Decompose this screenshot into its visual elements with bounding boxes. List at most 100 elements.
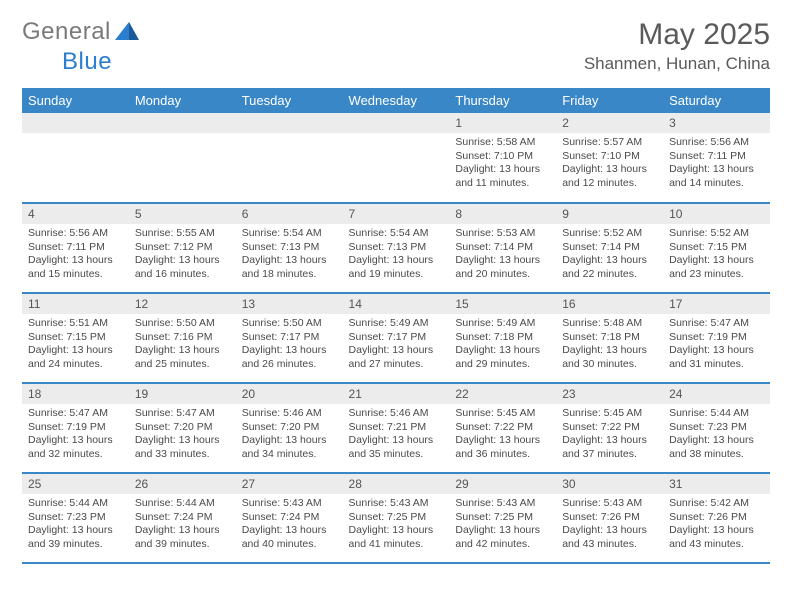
sunset-text: Sunset: 7:19 PM <box>669 331 764 345</box>
calendar-day-cell: 8Sunrise: 5:53 AMSunset: 7:14 PMDaylight… <box>449 203 556 293</box>
header: General May 2025 Shanmen, Hunan, China <box>22 18 770 74</box>
day-content: Sunrise: 5:42 AMSunset: 7:26 PMDaylight:… <box>663 494 770 558</box>
sunset-text: Sunset: 7:25 PM <box>455 511 550 525</box>
day-content: Sunrise: 5:52 AMSunset: 7:14 PMDaylight:… <box>556 224 663 288</box>
day-number: 17 <box>663 294 770 314</box>
sunset-text: Sunset: 7:11 PM <box>669 150 764 164</box>
daylight-text: Daylight: 13 hours and 43 minutes. <box>562 524 657 551</box>
day-content: Sunrise: 5:50 AMSunset: 7:17 PMDaylight:… <box>236 314 343 378</box>
calendar-day-cell: 9Sunrise: 5:52 AMSunset: 7:14 PMDaylight… <box>556 203 663 293</box>
day-number: 25 <box>22 474 129 494</box>
daylight-text: Daylight: 13 hours and 32 minutes. <box>28 434 123 461</box>
day-header: Tuesday <box>236 88 343 113</box>
day-number: 24 <box>663 384 770 404</box>
day-header-row: Sunday Monday Tuesday Wednesday Thursday… <box>22 88 770 113</box>
sunrise-text: Sunrise: 5:55 AM <box>135 227 230 241</box>
calendar-day-cell: 23Sunrise: 5:45 AMSunset: 7:22 PMDayligh… <box>556 383 663 473</box>
day-number: 10 <box>663 204 770 224</box>
day-number <box>236 113 343 133</box>
sunset-text: Sunset: 7:18 PM <box>562 331 657 345</box>
sunset-text: Sunset: 7:22 PM <box>562 421 657 435</box>
day-content: Sunrise: 5:43 AMSunset: 7:25 PMDaylight:… <box>343 494 450 558</box>
daylight-text: Daylight: 13 hours and 38 minutes. <box>669 434 764 461</box>
sunrise-text: Sunrise: 5:44 AM <box>135 497 230 511</box>
sunrise-text: Sunrise: 5:47 AM <box>28 407 123 421</box>
daylight-text: Daylight: 13 hours and 39 minutes. <box>28 524 123 551</box>
sunrise-text: Sunrise: 5:46 AM <box>349 407 444 421</box>
brand-text-1: General <box>22 18 111 46</box>
day-number: 6 <box>236 204 343 224</box>
day-header: Sunday <box>22 88 129 113</box>
sunset-text: Sunset: 7:14 PM <box>455 241 550 255</box>
daylight-text: Daylight: 13 hours and 43 minutes. <box>669 524 764 551</box>
day-number: 27 <box>236 474 343 494</box>
sunset-text: Sunset: 7:23 PM <box>669 421 764 435</box>
day-content: Sunrise: 5:50 AMSunset: 7:16 PMDaylight:… <box>129 314 236 378</box>
sunrise-text: Sunrise: 5:52 AM <box>562 227 657 241</box>
day-content: Sunrise: 5:43 AMSunset: 7:26 PMDaylight:… <box>556 494 663 558</box>
sunset-text: Sunset: 7:26 PM <box>562 511 657 525</box>
calendar-week-row: 4Sunrise: 5:56 AMSunset: 7:11 PMDaylight… <box>22 203 770 293</box>
daylight-text: Daylight: 13 hours and 24 minutes. <box>28 344 123 371</box>
day-content: Sunrise: 5:47 AMSunset: 7:19 PMDaylight:… <box>663 314 770 378</box>
sunrise-text: Sunrise: 5:43 AM <box>455 497 550 511</box>
month-title: May 2025 <box>584 18 770 52</box>
sunrise-text: Sunrise: 5:49 AM <box>349 317 444 331</box>
sunrise-text: Sunrise: 5:44 AM <box>28 497 123 511</box>
daylight-text: Daylight: 13 hours and 20 minutes. <box>455 254 550 281</box>
day-number: 19 <box>129 384 236 404</box>
calendar-day-cell: 19Sunrise: 5:47 AMSunset: 7:20 PMDayligh… <box>129 383 236 473</box>
sunset-text: Sunset: 7:17 PM <box>349 331 444 345</box>
day-number <box>22 113 129 133</box>
day-content: Sunrise: 5:44 AMSunset: 7:24 PMDaylight:… <box>129 494 236 558</box>
sunrise-text: Sunrise: 5:52 AM <box>669 227 764 241</box>
daylight-text: Daylight: 13 hours and 41 minutes. <box>349 524 444 551</box>
sunrise-text: Sunrise: 5:46 AM <box>242 407 337 421</box>
day-content: Sunrise: 5:57 AMSunset: 7:10 PMDaylight:… <box>556 133 663 197</box>
calendar-day-cell: 7Sunrise: 5:54 AMSunset: 7:13 PMDaylight… <box>343 203 450 293</box>
day-number: 21 <box>343 384 450 404</box>
day-content: Sunrise: 5:49 AMSunset: 7:17 PMDaylight:… <box>343 314 450 378</box>
calendar-day-cell: 6Sunrise: 5:54 AMSunset: 7:13 PMDaylight… <box>236 203 343 293</box>
day-number: 7 <box>343 204 450 224</box>
day-number: 22 <box>449 384 556 404</box>
day-content: Sunrise: 5:55 AMSunset: 7:12 PMDaylight:… <box>129 224 236 288</box>
calendar-day-cell: 2Sunrise: 5:57 AMSunset: 7:10 PMDaylight… <box>556 113 663 203</box>
sunset-text: Sunset: 7:15 PM <box>28 331 123 345</box>
sunset-text: Sunset: 7:20 PM <box>242 421 337 435</box>
day-number: 15 <box>449 294 556 314</box>
sunrise-text: Sunrise: 5:50 AM <box>242 317 337 331</box>
sunrise-text: Sunrise: 5:51 AM <box>28 317 123 331</box>
calendar-day-cell: 26Sunrise: 5:44 AMSunset: 7:24 PMDayligh… <box>129 473 236 563</box>
sunrise-text: Sunrise: 5:47 AM <box>669 317 764 331</box>
calendar-day-cell: 13Sunrise: 5:50 AMSunset: 7:17 PMDayligh… <box>236 293 343 383</box>
daylight-text: Daylight: 13 hours and 25 minutes. <box>135 344 230 371</box>
sunset-text: Sunset: 7:25 PM <box>349 511 444 525</box>
calendar-day-cell: 14Sunrise: 5:49 AMSunset: 7:17 PMDayligh… <box>343 293 450 383</box>
sunrise-text: Sunrise: 5:56 AM <box>28 227 123 241</box>
day-number <box>343 113 450 133</box>
day-header: Friday <box>556 88 663 113</box>
sunset-text: Sunset: 7:10 PM <box>455 150 550 164</box>
day-content: Sunrise: 5:56 AMSunset: 7:11 PMDaylight:… <box>22 224 129 288</box>
day-content: Sunrise: 5:53 AMSunset: 7:14 PMDaylight:… <box>449 224 556 288</box>
daylight-text: Daylight: 13 hours and 34 minutes. <box>242 434 337 461</box>
sunrise-text: Sunrise: 5:57 AM <box>562 136 657 150</box>
sunset-text: Sunset: 7:13 PM <box>242 241 337 255</box>
day-number: 9 <box>556 204 663 224</box>
title-block: May 2025 Shanmen, Hunan, China <box>584 18 770 74</box>
calendar-day-cell: 20Sunrise: 5:46 AMSunset: 7:20 PMDayligh… <box>236 383 343 473</box>
day-content: Sunrise: 5:45 AMSunset: 7:22 PMDaylight:… <box>449 404 556 468</box>
calendar-day-cell <box>236 113 343 203</box>
day-number: 30 <box>556 474 663 494</box>
sunset-text: Sunset: 7:12 PM <box>135 241 230 255</box>
daylight-text: Daylight: 13 hours and 36 minutes. <box>455 434 550 461</box>
day-content: Sunrise: 5:58 AMSunset: 7:10 PMDaylight:… <box>449 133 556 197</box>
day-header: Monday <box>129 88 236 113</box>
daylight-text: Daylight: 13 hours and 26 minutes. <box>242 344 337 371</box>
sunrise-text: Sunrise: 5:45 AM <box>455 407 550 421</box>
sunrise-text: Sunrise: 5:54 AM <box>242 227 337 241</box>
day-content: Sunrise: 5:44 AMSunset: 7:23 PMDaylight:… <box>22 494 129 558</box>
sunset-text: Sunset: 7:14 PM <box>562 241 657 255</box>
calendar-day-cell: 22Sunrise: 5:45 AMSunset: 7:22 PMDayligh… <box>449 383 556 473</box>
